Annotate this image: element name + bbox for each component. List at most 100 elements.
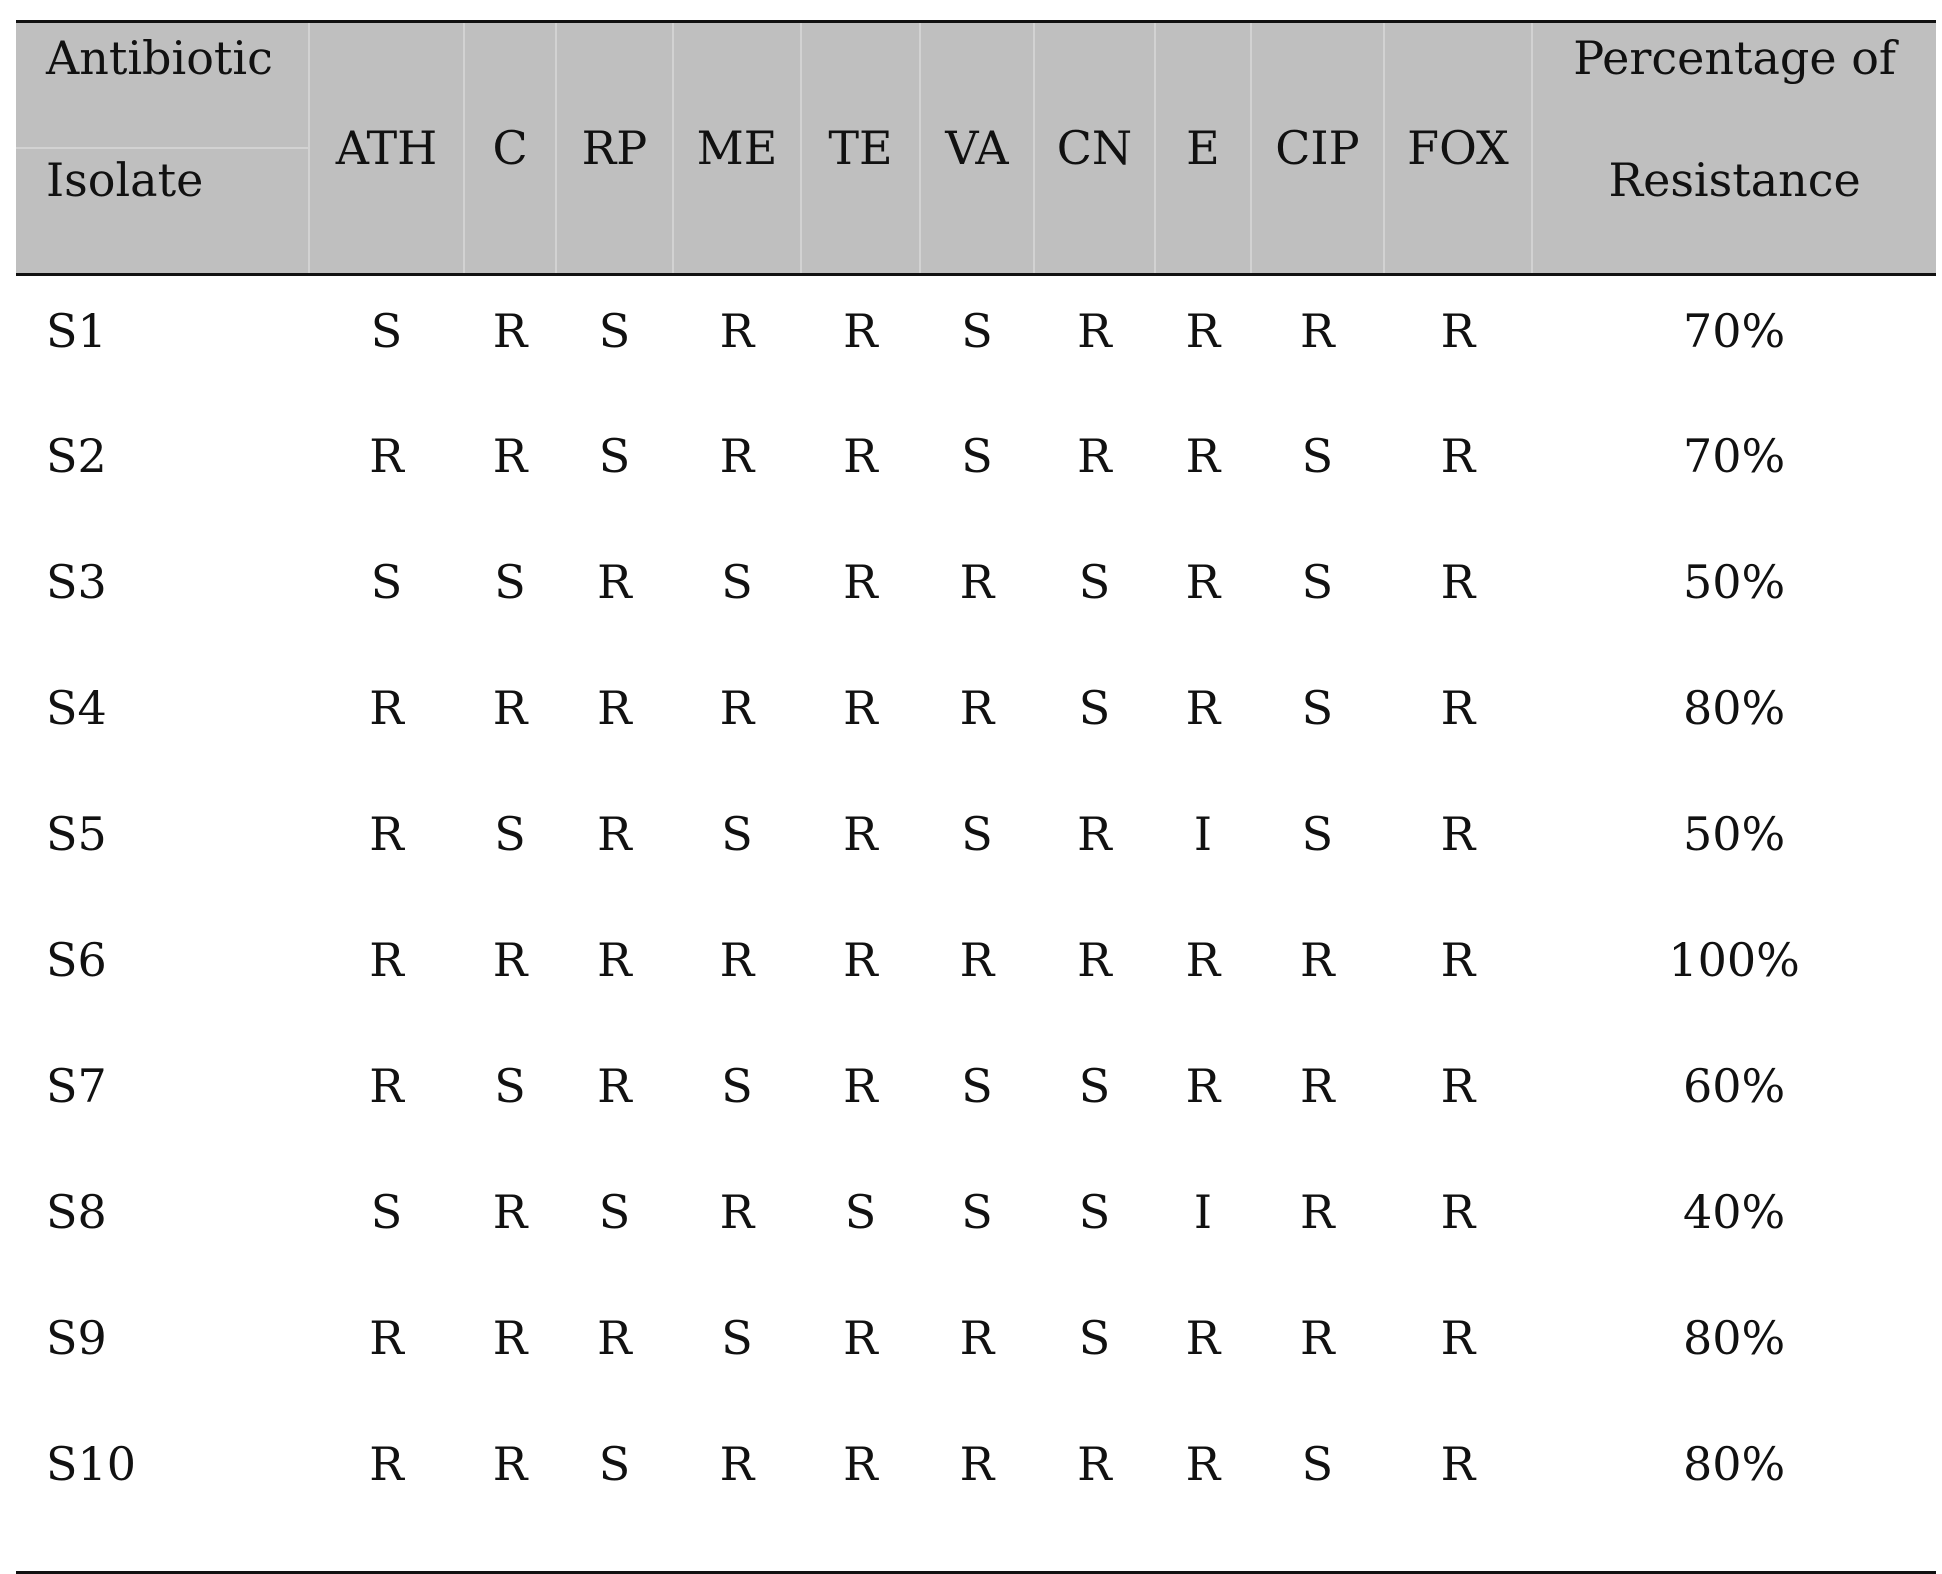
result-cell-ath: S	[370, 304, 403, 358]
result-cell-fox: R	[1440, 932, 1476, 987]
result-cell-va: R	[959, 554, 995, 609]
result-cell-va: R	[959, 1310, 995, 1365]
resistance-percentage-cell: 70%	[1683, 304, 1786, 358]
result-cell-ath: S	[370, 554, 403, 609]
result-cell-cip: S	[1301, 806, 1334, 861]
result-cell-te: R	[843, 1058, 878, 1113]
result-cell-te: R	[843, 304, 878, 358]
table-row: S7 R S R S R S S R R R 60%	[16, 1031, 1936, 1157]
table-body: S1 S R S R R S R R R R 70% S2 R R S R R S R R S R 70% S3 S S R S R R S R…	[16, 275, 1936, 1574]
result-cell-ath: R	[369, 428, 404, 483]
isolate-cell: S4	[46, 680, 107, 735]
result-cell-rp: R	[597, 806, 632, 861]
result-cell-te: R	[801, 1408, 920, 1574]
result-cell-fox: R	[1440, 1184, 1476, 1239]
result-cell-c: S	[494, 554, 526, 609]
result-cell-c: S	[494, 1058, 526, 1113]
result-cell-ath: R	[369, 932, 404, 987]
result-cell-te: R	[843, 932, 878, 987]
result-cell-cip: R	[1300, 1058, 1335, 1113]
result-cell-rp: S	[556, 1408, 673, 1574]
result-cell-va: S	[961, 1184, 993, 1239]
table-row: S1 S R S R R S R R R R 70%	[16, 275, 1936, 401]
antibiotic-header-label: Antibiotic	[46, 31, 273, 85]
column-header-fox: FOX	[1382, 20, 1533, 276]
isolate-cell: S3	[46, 554, 107, 609]
result-cell-e: R	[1185, 932, 1221, 987]
result-cell-va: S	[961, 1058, 993, 1113]
isolate-cell: S8	[46, 1184, 107, 1239]
result-cell-e: R	[1185, 1058, 1221, 1113]
resistance-percentage-cell: 80%	[1532, 1408, 1936, 1574]
resistance-percentage-cell: 50%	[1683, 806, 1786, 861]
result-cell-te: R	[843, 806, 878, 861]
result-cell-cn: S	[1078, 1184, 1111, 1239]
column-header-rp: RP	[555, 20, 673, 276]
result-cell-me: R	[719, 304, 755, 358]
result-cell-te: R	[843, 1310, 878, 1365]
result-cell-cn: R	[1034, 1408, 1155, 1574]
percentage-header-line1: Percentage of	[1573, 31, 1896, 85]
result-cell-va: S	[961, 304, 993, 358]
result-cell-ath: S	[370, 1184, 403, 1239]
result-cell-cn: S	[1078, 1058, 1111, 1113]
result-cell-me: R	[719, 680, 755, 735]
result-cell-me: R	[719, 428, 755, 483]
result-cell-va: R	[919, 1408, 1035, 1574]
result-cell-cn: R	[1077, 806, 1112, 861]
isolate-cell: S1	[46, 304, 107, 358]
result-cell-e: I	[1193, 1184, 1212, 1239]
result-cell-cn: S	[1078, 1310, 1111, 1365]
result-cell-me: R	[672, 1408, 802, 1574]
result-cell-c: R	[492, 1310, 528, 1365]
result-cell-cip: S	[1301, 554, 1334, 609]
result-cell-c: R	[492, 932, 528, 987]
table-row: S9 R R R S R R S R R R 80%	[16, 1283, 1936, 1409]
corner-divider	[16, 147, 309, 149]
result-cell-cn: R	[1077, 304, 1112, 358]
result-cell-fox: R	[1440, 1058, 1476, 1113]
column-header-me: ME	[671, 20, 802, 276]
resistance-percentage-cell: 60%	[1683, 1058, 1786, 1113]
result-cell-cip: R	[1300, 1184, 1335, 1239]
result-cell-fox: R	[1440, 304, 1476, 358]
result-cell-me: S	[721, 806, 753, 861]
resistance-percentage-cell: 80%	[1683, 680, 1786, 735]
result-cell-e: R	[1154, 1408, 1252, 1574]
isolate-cell: S9	[46, 1310, 107, 1365]
isolate-cell: S6	[46, 932, 107, 987]
result-cell-cip: R	[1300, 1310, 1335, 1365]
table-row: S5 R S R S R S R I S R 50%	[16, 779, 1936, 905]
result-cell-ath: R	[369, 1058, 404, 1113]
result-cell-rp: S	[598, 304, 631, 358]
result-cell-va: S	[961, 806, 993, 861]
corner-header-cell: Antibiotic Isolate	[16, 20, 310, 276]
table-row: S10 R R S R R R R R S R 80%	[16, 1408, 1936, 1574]
resistance-percentage-cell: 40%	[1683, 1184, 1786, 1239]
result-cell-te: R	[843, 428, 878, 483]
result-cell-c: R	[492, 680, 528, 735]
result-cell-rp: R	[597, 1310, 632, 1365]
result-cell-va: S	[961, 428, 993, 483]
result-cell-rp: R	[597, 1058, 632, 1113]
result-cell-cip: S	[1251, 1408, 1384, 1574]
result-cell-va: R	[959, 932, 995, 987]
result-cell-c: R	[492, 1184, 528, 1239]
result-cell-c: R	[463, 1408, 557, 1574]
result-cell-cip: R	[1300, 304, 1335, 358]
result-cell-cn: R	[1077, 428, 1112, 483]
column-header-cn: CN	[1033, 20, 1155, 276]
percentage-header-cell: Percentage of Resistance	[1531, 20, 1936, 276]
result-cell-me: S	[721, 1058, 753, 1113]
result-cell-rp: S	[598, 1184, 631, 1239]
table-row: S3 S S R S R R S R S R 50%	[16, 527, 1936, 653]
result-cell-e: R	[1185, 1310, 1221, 1365]
result-cell-me: R	[719, 932, 755, 987]
result-cell-e: R	[1185, 680, 1221, 735]
result-cell-e: R	[1185, 554, 1221, 609]
result-cell-cn: S	[1078, 554, 1111, 609]
isolate-header-label: Isolate	[46, 153, 204, 207]
result-cell-fox: R	[1383, 1408, 1533, 1574]
result-cell-fox: R	[1440, 554, 1476, 609]
result-cell-ath: R	[369, 806, 404, 861]
